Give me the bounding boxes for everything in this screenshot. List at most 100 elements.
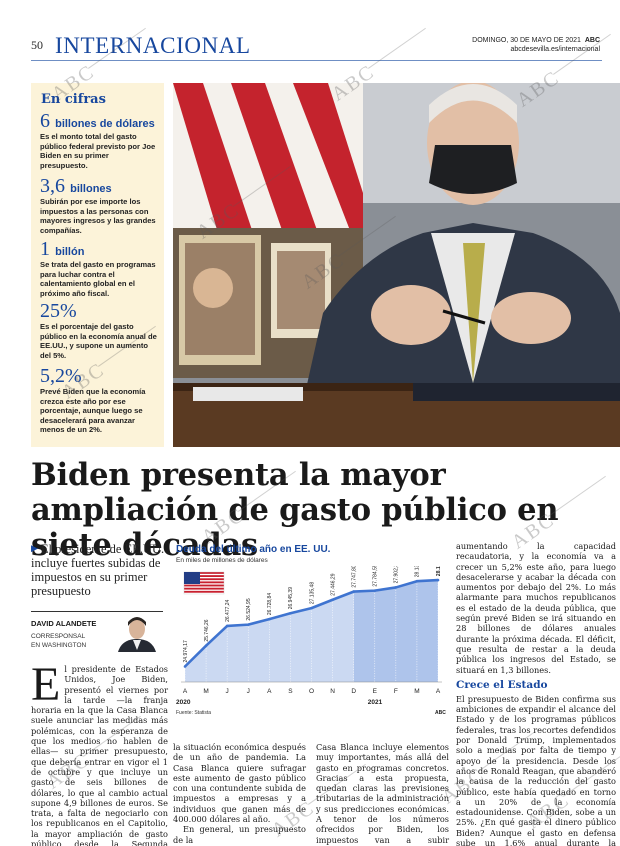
author-role-line: EN WASHINGTON [31, 641, 87, 649]
date: DOMINGO, 30 DE MAYO DE 2021 [472, 37, 581, 44]
sidebar-title: En cifras [41, 92, 106, 107]
column-text: l presidente de Estados Unidos, Joe Bide… [31, 664, 168, 846]
chart-subtitle: En miles de millones de dólares [176, 557, 268, 564]
author-name: DAVID ALANDETE [31, 619, 97, 628]
chart-tick-label: E [373, 688, 378, 695]
flag-canton [184, 572, 200, 584]
fact-item: 25% Es el porcentaje del gasto público e… [40, 301, 158, 360]
article-column-3: Casa Blanca incluye elementos muy import… [316, 742, 449, 846]
chart-point [331, 598, 334, 602]
fact-text: Es el monto total del gasto público fede… [40, 132, 156, 170]
main-photo [173, 83, 620, 447]
chart-point [436, 578, 440, 582]
fact-number: 3,6 [40, 175, 65, 197]
deck-rule [31, 611, 163, 612]
chart-data-label: 26.728,84 [267, 593, 273, 615]
flag-stripe [184, 587, 224, 590]
chart-year-label: 2021 [368, 699, 383, 706]
flag-stripe [184, 572, 224, 574]
chart-point [246, 623, 250, 626]
chart-credit: ABC [435, 710, 446, 716]
chart-tick-label: M [414, 688, 419, 695]
chart-point [352, 590, 355, 593]
fact-item: 6 billones de dólares Es el monto total … [40, 111, 158, 170]
paragraph: En general, un presupuesto de la [173, 824, 306, 845]
figures-sidebar: En cifras 6 billones de dólares Es el mo… [31, 83, 164, 447]
paragraph: la situación económica después de un año… [173, 742, 306, 825]
chart-tick-label: A [267, 688, 272, 695]
chart-tick-label: O [309, 688, 314, 695]
dateline: DOMINGO, 30 DE MAYO DE 2021 ABC abcdesev… [472, 36, 600, 54]
page-number: 50 [31, 38, 43, 52]
subhead: Crece el Estado [456, 678, 548, 691]
chart-data-label: 27.446,29 [330, 573, 336, 595]
author-role: CORRESPONSAL EN WASHINGTON [31, 633, 86, 650]
chart-tick-label: F [394, 688, 398, 695]
chart-point [289, 611, 292, 615]
fact-number: 1 [40, 238, 50, 260]
fact-unit: billones de dólares [55, 118, 155, 130]
chart-data-label: 27.902,36 [394, 566, 400, 583]
chart-data-label: 28.132,57 [415, 566, 421, 577]
author-role-line: CORRESPONSAL [31, 633, 86, 640]
chart-point [183, 665, 187, 668]
article-column-4: aumentando la capacidad recaudatoria, y … [456, 541, 616, 846]
chart-tick-label: J [226, 688, 229, 695]
chart-data-label: 27.135,48 [309, 582, 315, 604]
fact-item: 5,2% Prevé Biden que la economía crezca … [40, 366, 158, 435]
chart-data-label: 24.974,17 [183, 640, 189, 662]
chart-tick-label: N [330, 688, 335, 695]
chart-tick-label: A [183, 688, 188, 695]
flag-stripe [184, 590, 224, 593]
fact-number: 6 [40, 110, 50, 132]
author-avatar [114, 614, 160, 652]
debt-chart: 24.974,17 25.746,26 26.477,24 26.524,95 26.7… [176, 554, 446, 716]
deck: ▶ El presidente de EE.UU. incluye fuertes… [31, 541, 168, 598]
article-column-2: la situación económica después de un año… [173, 742, 306, 845]
chart-title: Deuda del último año en EE. UU. [176, 544, 331, 555]
chart-data-label: 25.746,26 [204, 619, 210, 641]
chart-data-label: 26.945,39 [288, 587, 294, 609]
chart-data-label: 26.477,24 [225, 599, 231, 621]
chart-point [373, 589, 377, 592]
chart-point [204, 644, 208, 647]
flag-stripe [184, 581, 224, 584]
chart-point [310, 606, 313, 610]
deck-text: El presidente de EE.UU. incluye fuertes … [31, 542, 165, 598]
photo-illustration [173, 83, 620, 447]
header-rule [31, 60, 602, 61]
drop-cap: E [31, 658, 61, 711]
fact-number: 5,2% [40, 365, 82, 387]
chart-tick-label: S [288, 688, 293, 695]
paragraph: El presupuesto de Biden confirma sus amb… [456, 693, 616, 846]
triangle-icon: ▶ [31, 543, 38, 553]
chart-tick-label: M [203, 688, 208, 695]
fact-text: Subirán por ese importe los impuestos a … [40, 197, 156, 235]
chart-tick-label: D [351, 688, 356, 695]
website-link[interactable]: abcdesevilla.es/internacional [510, 46, 601, 53]
chart-point [225, 624, 229, 628]
paragraph: aumentando la capacidad recaudatoria, y … [456, 541, 616, 675]
fact-text: Prevé Biden que la economía crezca este … [40, 387, 146, 434]
chart-point [268, 617, 271, 621]
fact-text: Es el porcentaje del gasto público en la… [40, 322, 157, 360]
chart-tick-label: A [436, 688, 441, 695]
chart-data-label: 27.784,55 [373, 566, 379, 587]
chart-data-label: 27.747,80 [351, 566, 357, 588]
debt-chart-svg: 24.974,17 25.746,26 26.477,24 26.524,95 26.7… [176, 554, 442, 706]
flag-stripe [184, 578, 224, 581]
watermark-line [368, 27, 426, 69]
fact-number: 25% [40, 300, 77, 322]
avatar-illustration [114, 614, 160, 652]
flag-stripe [184, 575, 224, 578]
chart-source: Fuente: Statista [176, 710, 212, 716]
chart-year-label: 2020 [176, 699, 191, 706]
chart-tick-label: J [247, 688, 250, 695]
fact-item: 3,6 billones Subirán por ese importe los… [40, 176, 158, 235]
section-title: INTERNACIONAL [55, 33, 251, 58]
chart-point [415, 579, 419, 583]
fact-unit: billones [70, 183, 112, 195]
chart-data-label: 28.174,71 [436, 566, 442, 576]
fact-item: 1 billón Se trata del gasto en programas… [40, 239, 158, 298]
